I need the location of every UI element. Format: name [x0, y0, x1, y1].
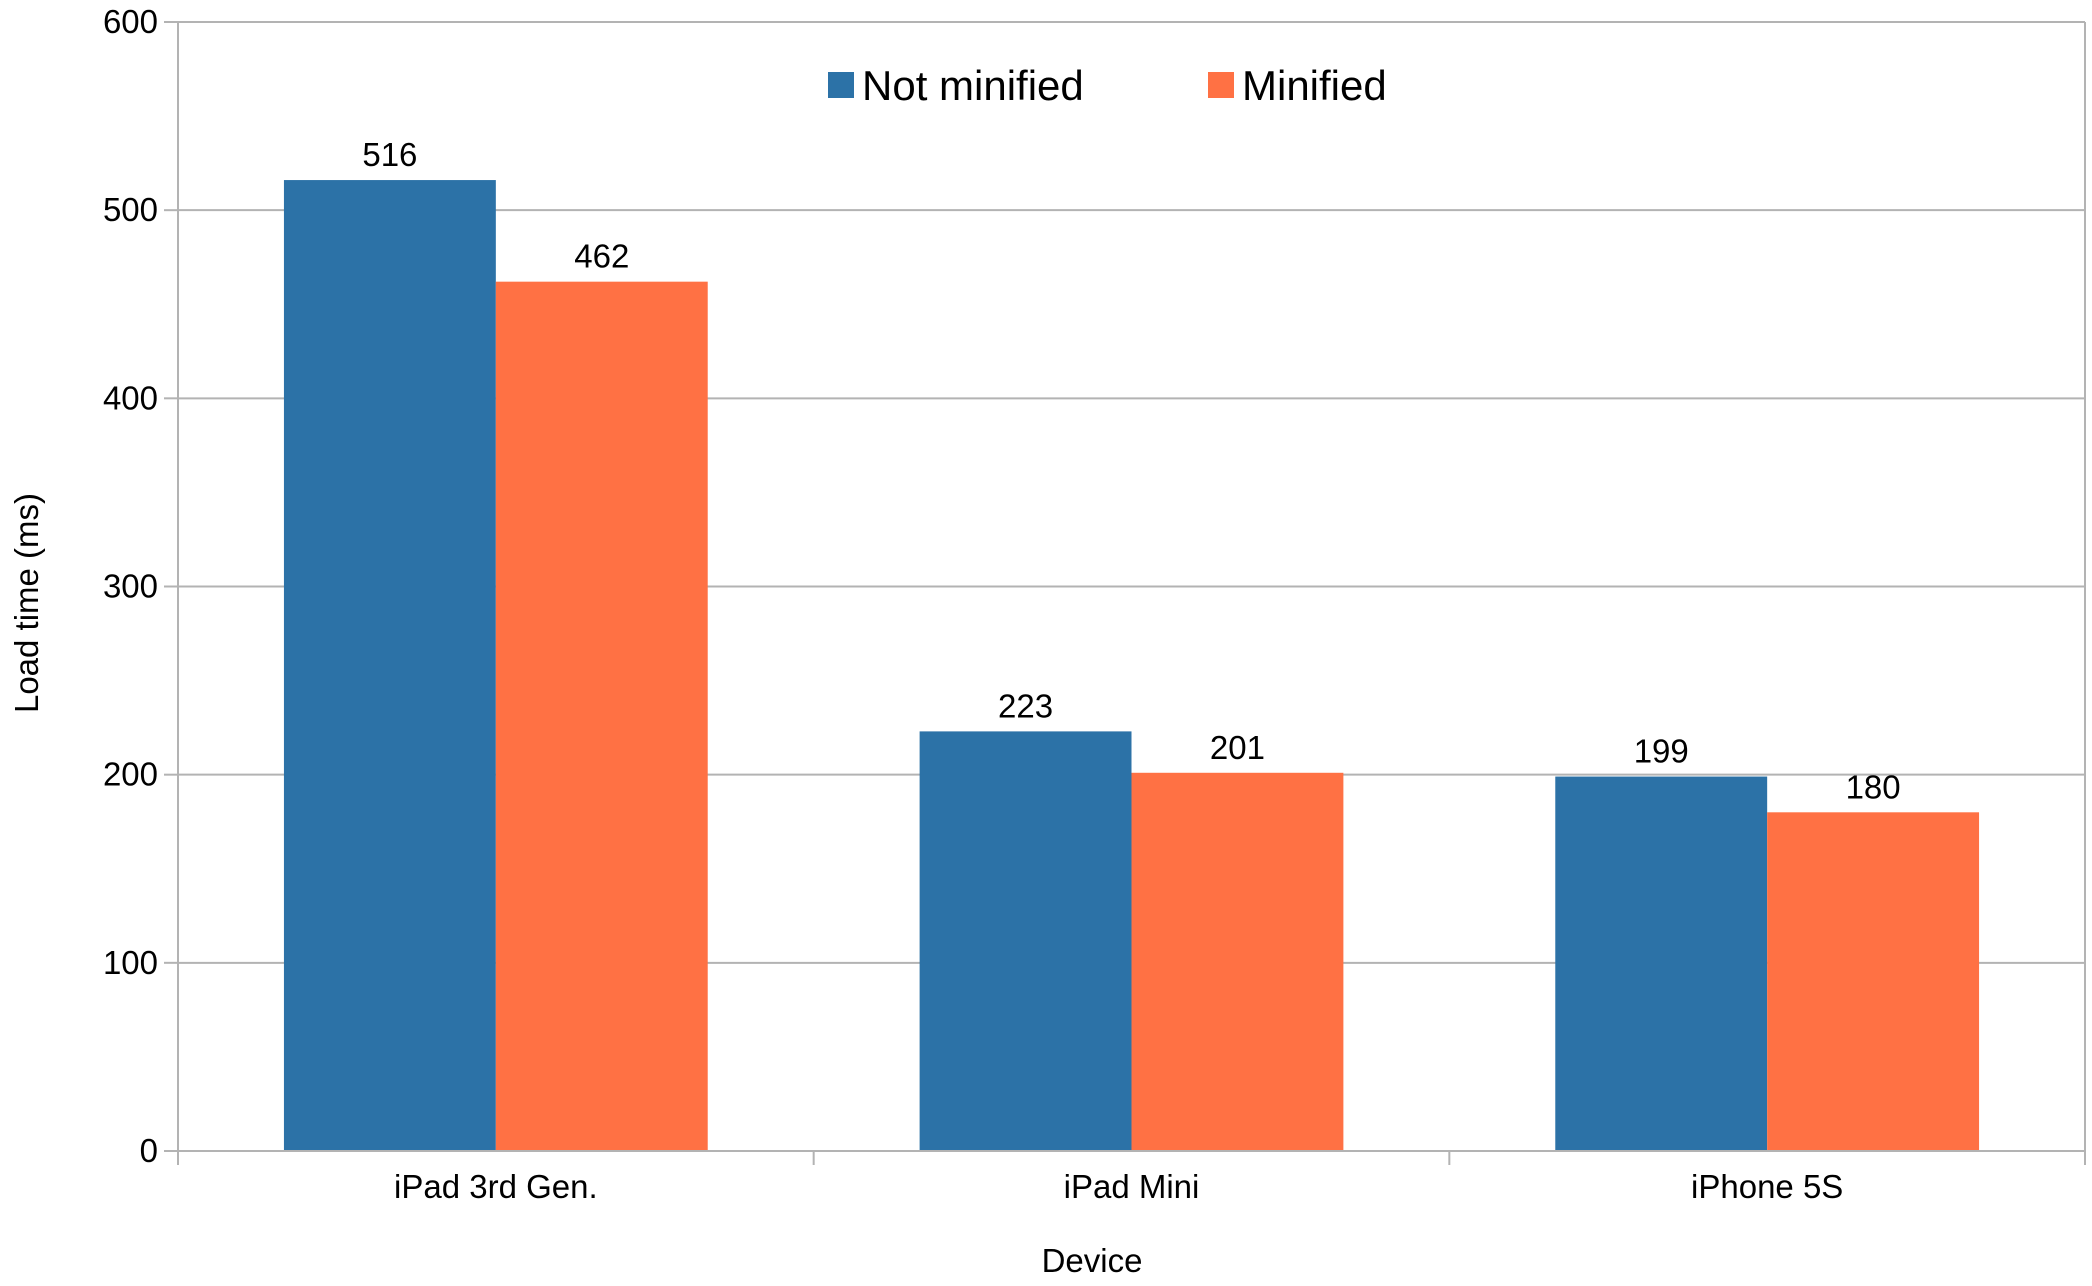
- y-tick-label: 600: [103, 3, 158, 40]
- y-tick-label: 200: [103, 756, 158, 793]
- tick-labels: 0 100 200 300 400 500 600 iPad 3rd Gen. iPad Min…: [103, 3, 1843, 1205]
- data-label: 180: [1846, 768, 1901, 805]
- x-tick-label: iPad Mini: [1064, 1168, 1200, 1205]
- data-label: 199: [1634, 733, 1689, 770]
- y-tick-label: 100: [103, 944, 158, 981]
- x-axis-title: Device: [1042, 1242, 1143, 1279]
- bar: [1767, 812, 1980, 1151]
- data-label: 201: [1210, 729, 1265, 766]
- data-labels: 516 462 223 201 199 180: [362, 136, 1900, 805]
- bar: [1131, 772, 1344, 1151]
- bar: [495, 281, 708, 1151]
- y-tick-label: 300: [103, 568, 158, 605]
- legend-label: Minified: [1242, 62, 1387, 109]
- x-tick-label: iPad 3rd Gen.: [394, 1168, 598, 1205]
- axes: [164, 21, 2086, 1165]
- y-tick-label: 0: [140, 1132, 158, 1169]
- bar: [919, 731, 1132, 1151]
- data-label: 462: [574, 238, 629, 275]
- legend-swatch: [828, 72, 854, 98]
- x-tick-label: iPhone 5S: [1691, 1168, 1843, 1205]
- data-label: 223: [998, 687, 1053, 724]
- bar: [1555, 776, 1768, 1151]
- y-tick-label: 400: [103, 379, 158, 416]
- bar: [283, 180, 496, 1151]
- legend-swatch: [1208, 72, 1234, 98]
- legend-label: Not minified: [862, 62, 1084, 109]
- bars: [283, 180, 1980, 1151]
- legend: Not minified Minified: [828, 62, 1387, 109]
- data-label: 516: [362, 136, 417, 173]
- y-axis-title: Load time (ms): [8, 493, 45, 713]
- y-tick-label: 500: [103, 191, 158, 228]
